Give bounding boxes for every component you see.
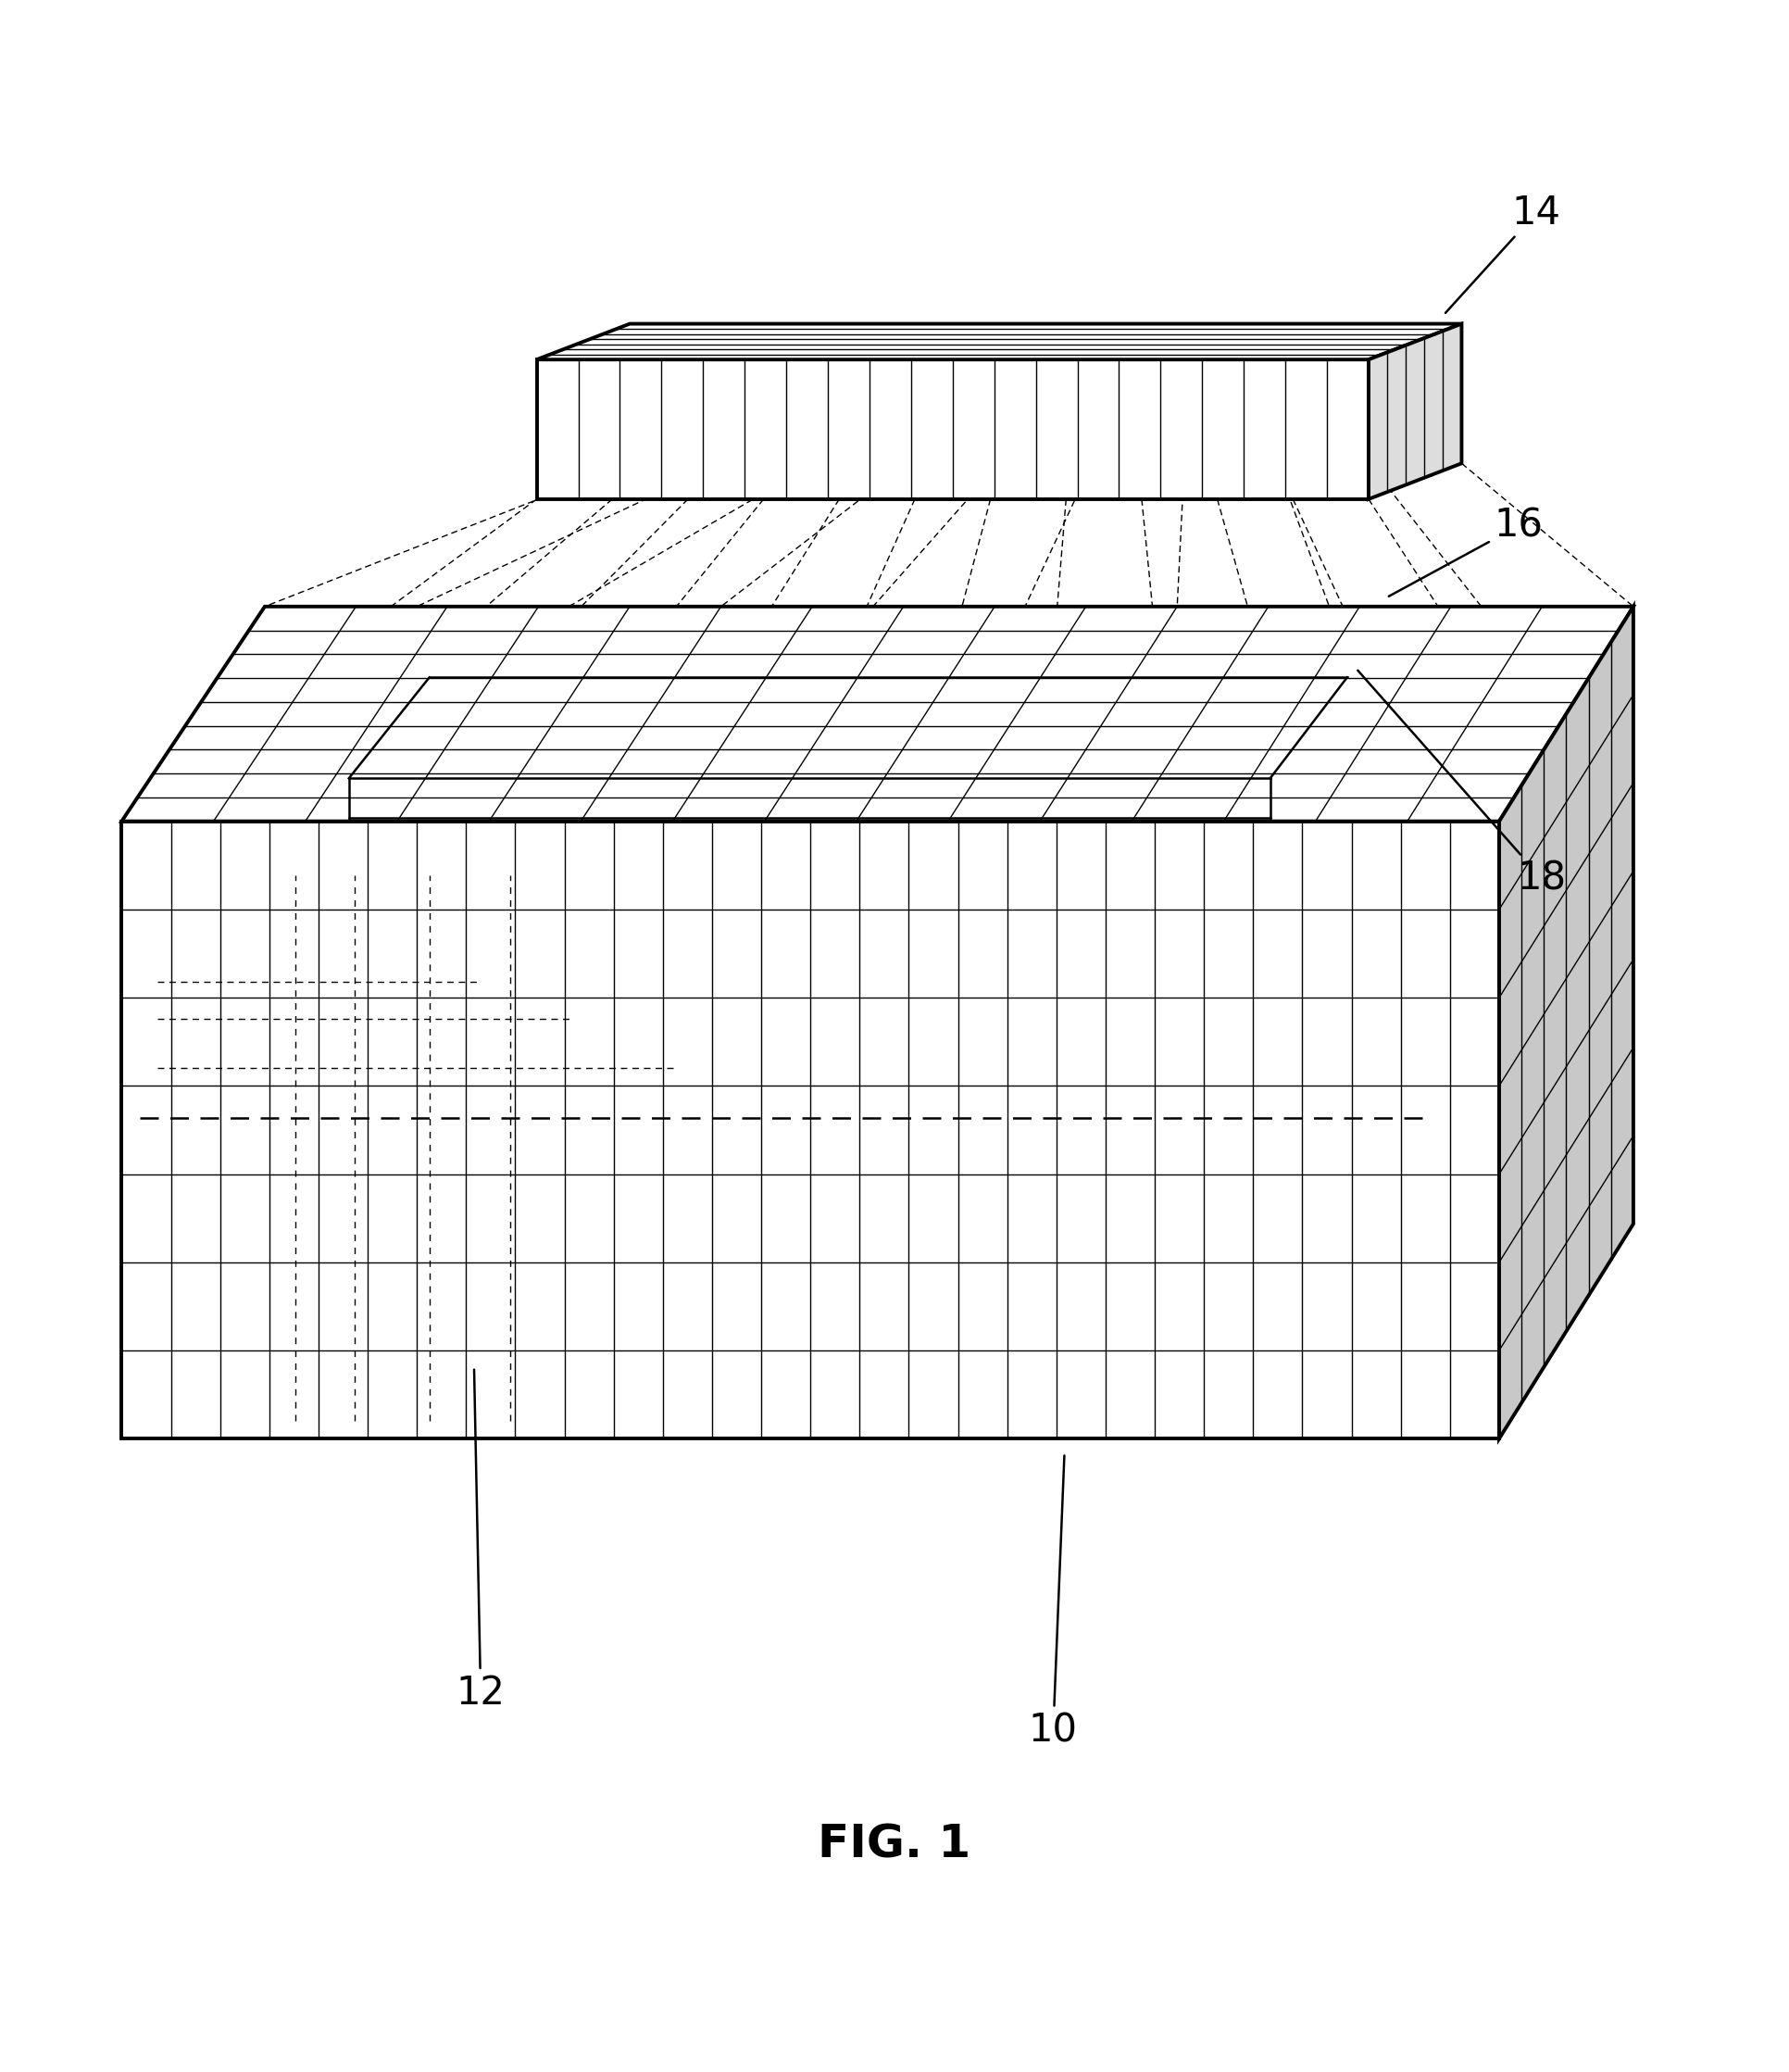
Polygon shape	[1369, 323, 1462, 499]
Text: 14: 14	[1446, 193, 1560, 313]
Text: FIG. 1: FIG. 1	[818, 1823, 971, 1867]
Polygon shape	[537, 361, 1369, 499]
Polygon shape	[122, 821, 1499, 1438]
Polygon shape	[537, 323, 1462, 361]
Text: 10: 10	[1029, 1455, 1077, 1749]
Polygon shape	[122, 607, 1633, 821]
Text: 16: 16	[1388, 506, 1542, 597]
Polygon shape	[1499, 607, 1633, 1438]
Text: 18: 18	[1358, 671, 1565, 897]
Text: 12: 12	[456, 1370, 504, 1711]
